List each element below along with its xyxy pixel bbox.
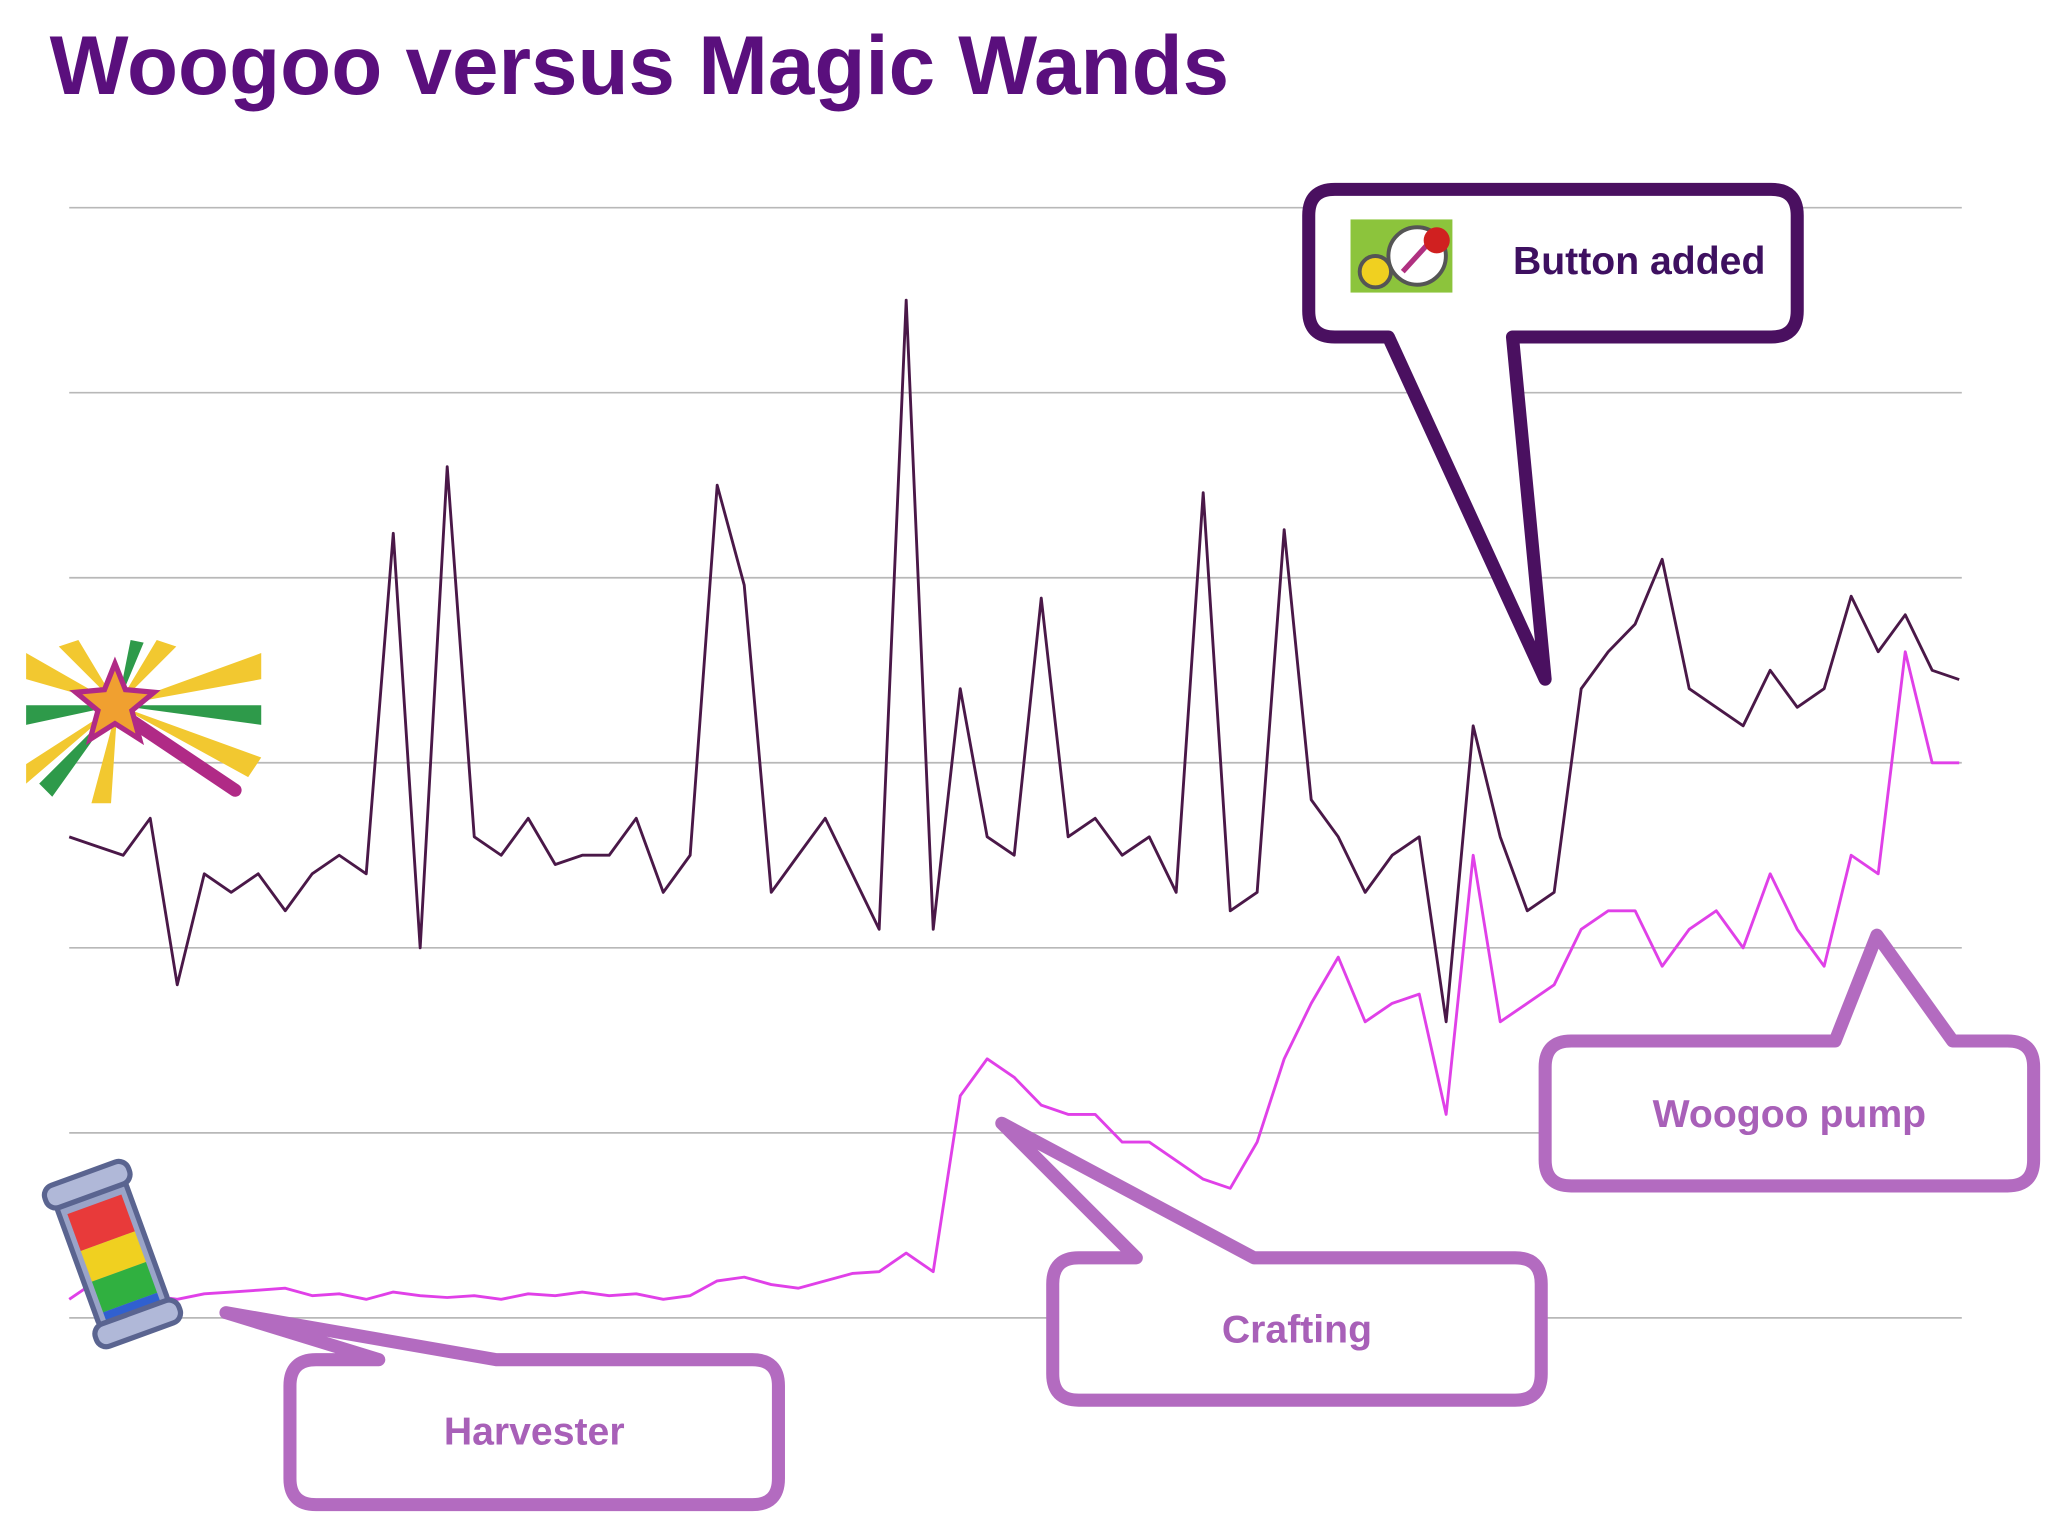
- callout-box: [1302, 182, 1804, 686]
- callout-text: Woogoo pump: [1653, 1093, 1926, 1136]
- data-line: [68, 650, 1960, 1301]
- wand-icon: [26, 640, 262, 804]
- callout-text: Button added: [1513, 240, 1765, 283]
- callout-box: [1538, 928, 2041, 1193]
- title: Woogoo versus Magic Wands: [50, 18, 1230, 112]
- tube-icon: [41, 1158, 184, 1350]
- data-line: [68, 298, 1960, 1024]
- callout-box: [995, 1116, 1548, 1407]
- callout-box: [219, 1306, 785, 1512]
- callout-text: Harvester: [444, 1410, 625, 1453]
- callout-text: Crafting: [1222, 1309, 1372, 1352]
- button-icon: [1350, 219, 1453, 293]
